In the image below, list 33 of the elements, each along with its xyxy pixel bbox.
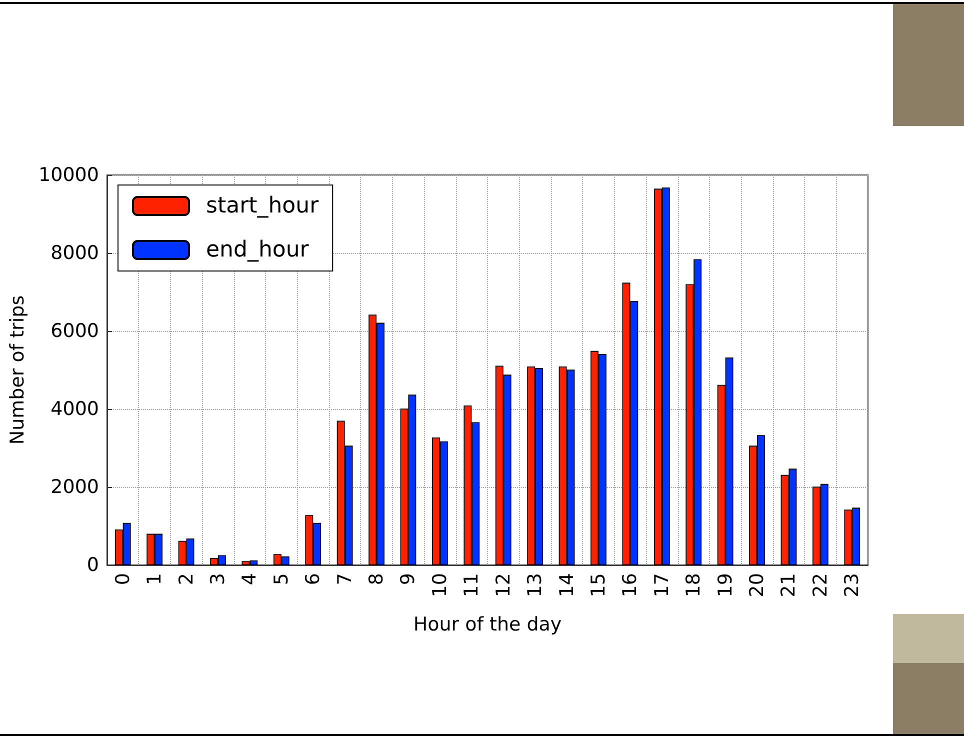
x-tick-label: 10 <box>428 573 451 598</box>
x-tick-label: 11 <box>460 573 483 598</box>
y-tick-label: 10000 <box>38 164 99 186</box>
y-tick-label: 4000 <box>50 398 99 420</box>
x-tick-label: 23 <box>841 573 864 598</box>
x-tick-label: 4 <box>238 573 261 586</box>
x-tick-label: 9 <box>397 573 420 586</box>
y-tick-label: 2000 <box>50 476 99 498</box>
x-tick-label: 22 <box>809 573 832 598</box>
legend-label: start_hour <box>206 194 320 218</box>
x-tick-label: 15 <box>587 573 610 598</box>
x-tick-label: 6 <box>302 573 324 586</box>
x-tick-label: 20 <box>746 573 768 598</box>
x-tick-label: 1 <box>144 573 166 586</box>
x-tick-label: 17 <box>650 573 673 598</box>
x-tick-label: 16 <box>619 573 642 598</box>
x-tick-label: 19 <box>714 573 736 598</box>
y-axis-title: Number of trips <box>6 295 28 445</box>
x-tick-label: 18 <box>682 573 705 598</box>
x-tick-label: 3 <box>206 573 229 586</box>
x-tick-label: 14 <box>556 573 578 598</box>
x-tick-label: 0 <box>112 573 134 586</box>
x-tick-label: 21 <box>778 573 800 598</box>
x-axis-title: Hour of the day <box>413 614 562 636</box>
legend-label: end_hour <box>206 238 310 262</box>
y-tick-label: 6000 <box>50 320 99 342</box>
x-tick-label: 13 <box>524 573 546 598</box>
x-tick-label: 2 <box>175 573 198 586</box>
x-tick-label: 7 <box>334 573 356 586</box>
x-tick-label: 8 <box>366 573 388 586</box>
x-tick-label: 12 <box>492 573 514 598</box>
y-tick-label: 8000 <box>50 242 99 264</box>
x-tick-label: 5 <box>270 573 292 586</box>
